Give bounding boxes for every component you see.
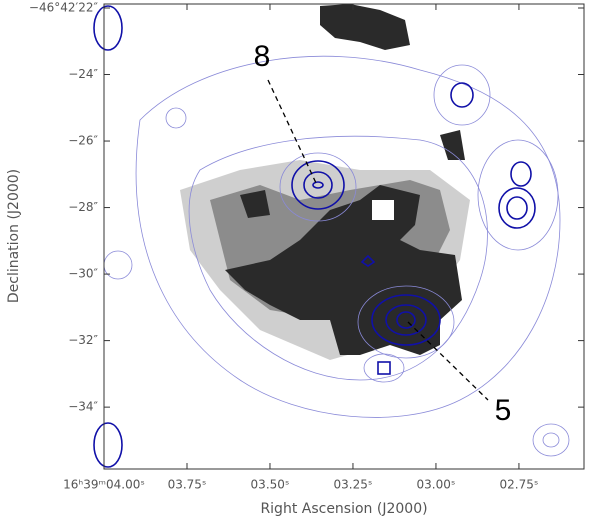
contour <box>542 432 560 448</box>
contour <box>532 423 570 457</box>
contour <box>510 161 532 187</box>
x-tick-label: 03.50ˢ <box>251 478 290 492</box>
contour <box>357 285 455 359</box>
x-tick-label: 02.75ˢ <box>500 478 539 492</box>
y-tick-label: −26″ <box>68 134 98 148</box>
contour <box>303 171 333 199</box>
annotation: 5 <box>495 394 512 427</box>
plot-frame <box>103 3 585 470</box>
contour <box>498 187 536 229</box>
contour <box>93 5 123 51</box>
image-layer <box>180 4 470 360</box>
contour <box>506 196 528 220</box>
x-tick-label: 03.75ˢ <box>168 478 207 492</box>
contour <box>385 304 427 336</box>
contour <box>165 107 187 129</box>
x-tick-label: 16ʰ39ᵐ04.00ˢ <box>63 478 145 492</box>
contour <box>371 294 441 346</box>
contour <box>93 422 123 468</box>
contours <box>93 5 570 468</box>
y-tick-label: −28″ <box>68 200 98 214</box>
contour <box>363 353 405 383</box>
pointer-line <box>267 79 317 184</box>
y-tick-label: −24″ <box>68 67 98 81</box>
y-tick-label: −30″ <box>68 267 98 281</box>
annotation: 8 <box>254 40 271 73</box>
contour <box>291 160 345 210</box>
x-tick-label: 03.25ˢ <box>334 478 373 492</box>
contour <box>396 311 416 329</box>
y-tick-label: −46°42′22″ <box>29 0 99 14</box>
outer-contour <box>135 55 561 418</box>
contour <box>279 152 357 222</box>
y-tick-label: −34″ <box>68 400 98 414</box>
hole <box>372 200 394 220</box>
contour <box>377 361 391 375</box>
contour <box>103 250 133 280</box>
dark-emission-right <box>440 130 465 160</box>
contour <box>433 64 491 126</box>
dark-emission-top <box>320 4 410 50</box>
pointer-line <box>407 321 489 401</box>
contour <box>312 181 324 189</box>
outer-contour <box>188 135 488 381</box>
dark-emission-left <box>240 190 270 218</box>
y-tick-label: −32″ <box>68 333 98 347</box>
contour <box>477 139 559 251</box>
x-axis-label: Right Ascension (J2000) <box>260 501 427 517</box>
contour <box>450 82 474 108</box>
y-axis-label: Declination (J2000) <box>6 169 22 303</box>
contour <box>360 254 376 267</box>
x-tick-label: 03.00ˢ <box>417 478 456 492</box>
